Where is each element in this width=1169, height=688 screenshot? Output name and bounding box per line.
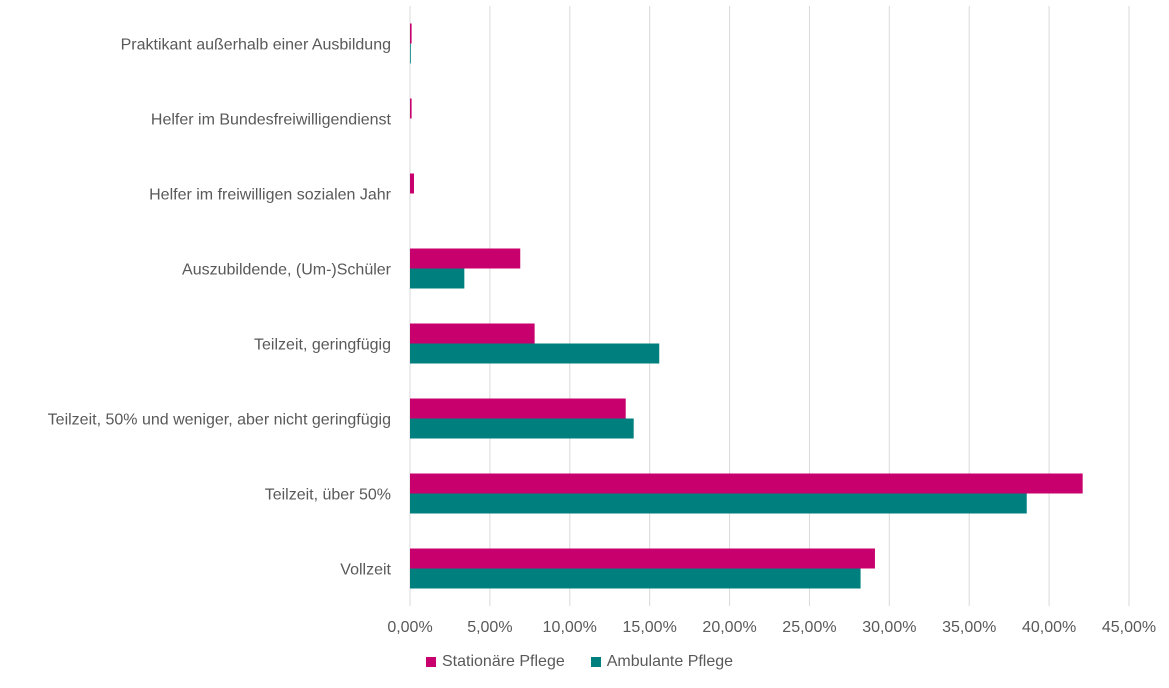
x-tick-label: 30,00% bbox=[862, 619, 916, 636]
bar-ambulant bbox=[410, 268, 465, 289]
x-tick-label: 45,00% bbox=[1102, 619, 1156, 636]
category-label: Auszubildende, (Um-)Schüler bbox=[182, 262, 392, 279]
bar-stationaer bbox=[410, 323, 535, 344]
x-tick-label: 15,00% bbox=[623, 619, 677, 636]
bar-stationaer bbox=[410, 473, 1083, 494]
x-tick-labels: 0,00% 5,00% 10,00% 15,00% 20,00% 25,00% 30,00%… bbox=[387, 619, 1156, 636]
category-label: Vollzeit bbox=[340, 562, 391, 579]
legend-swatch-stationaer bbox=[426, 657, 436, 667]
legend-label-ambulant: Ambulante Pflege bbox=[606, 653, 734, 670]
legend-item-stationaer: Stationäre Pflege bbox=[426, 653, 565, 671]
bar-ambulant bbox=[410, 343, 660, 364]
category-label: Helfer im freiwilligen sozialen Jahr bbox=[149, 187, 392, 204]
x-tick-label: 35,00% bbox=[942, 619, 996, 636]
category-label: Teilzeit, geringfügig bbox=[254, 337, 391, 354]
bar-ambulant bbox=[410, 568, 861, 589]
category-label: Praktikant außerhalb einer Ausbildung bbox=[121, 37, 391, 54]
legend-swatch-ambulant bbox=[590, 657, 601, 667]
gridlines bbox=[409, 6, 1130, 606]
category-label: Teilzeit, über 50% bbox=[265, 487, 391, 504]
category-label: Teilzeit, 50% und weniger, aber nicht ge… bbox=[48, 412, 391, 429]
bars bbox=[410, 23, 1083, 589]
x-tick-label: 20,00% bbox=[702, 619, 756, 636]
bar-stationaer bbox=[410, 173, 414, 194]
bar-ambulant bbox=[410, 43, 411, 64]
bar-stationaer bbox=[410, 548, 875, 569]
legend-item-ambulant: Ambulante Pflege bbox=[590, 653, 734, 671]
x-tick-label: 5,00% bbox=[467, 619, 512, 636]
x-tick-label: 10,00% bbox=[543, 619, 597, 636]
x-tick-label: 0,00% bbox=[387, 619, 432, 636]
x-tick-label: 25,00% bbox=[782, 619, 836, 636]
bar-stationaer bbox=[410, 398, 626, 419]
category-labels: Praktikant außerhalb einer Ausbildung Hel… bbox=[48, 37, 392, 579]
bar-ambulant bbox=[410, 493, 1027, 514]
bar-stationaer bbox=[410, 98, 412, 119]
bar-stationaer bbox=[410, 23, 412, 44]
legend-label-stationaer: Stationäre Pflege bbox=[442, 653, 565, 670]
x-tick-label: 40,00% bbox=[1022, 619, 1076, 636]
bar-ambulant bbox=[410, 418, 634, 439]
bar-stationaer bbox=[410, 248, 521, 269]
legend: Stationäre Pflege Ambulante Pflege bbox=[426, 653, 733, 671]
category-label: Helfer im Bundesfreiwilligendienst bbox=[151, 112, 392, 129]
